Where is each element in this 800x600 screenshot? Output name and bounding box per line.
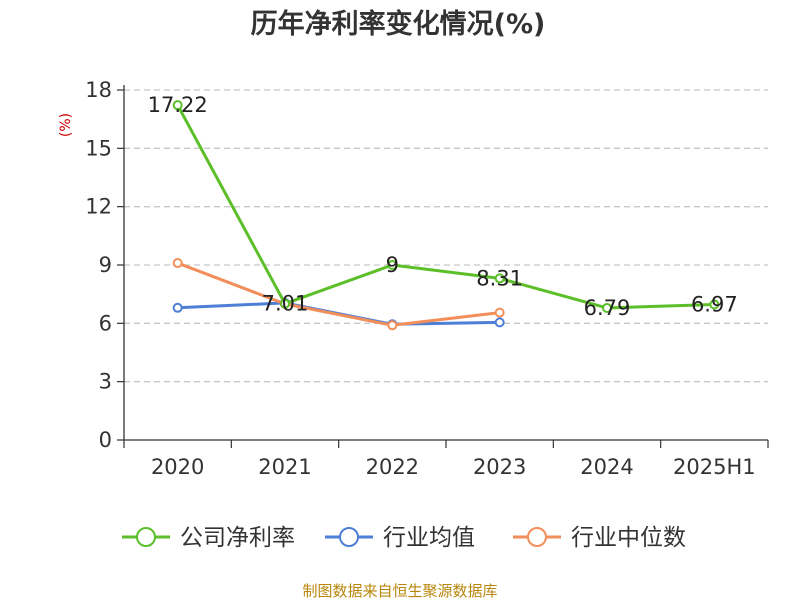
y-axis-ticks: 0 3 6 9 12 15 18 <box>85 78 124 452</box>
data-label: 6.79 <box>584 296 631 320</box>
x-tick-label: 2025H1 <box>673 455 756 479</box>
data-point <box>387 260 398 270</box>
legend-label: 行业均值 <box>383 525 475 551</box>
source-note: 制图数据来自恒生聚源数据库 <box>302 582 497 600</box>
data-point <box>172 258 183 269</box>
data-point <box>172 302 183 313</box>
y-tick-label: 12 <box>85 195 112 219</box>
data-label: 7.01 <box>262 292 309 316</box>
series-line <box>177 261 500 327</box>
legend: 公司净利率 行业均值 行业中位数 <box>122 525 686 551</box>
x-tick-label: 2022 <box>366 455 419 479</box>
data-label: 17.22 <box>148 93 208 117</box>
grid-lines <box>124 89 768 383</box>
x-tick-label: 2020 <box>151 455 204 479</box>
x-tick-label: 2023 <box>473 455 526 479</box>
series-2 <box>172 258 505 331</box>
x-axis-ticks: 2020 2021 2022 2023 2024 2025H1 <box>123 440 769 479</box>
x-tick-label: 2024 <box>580 455 633 479</box>
data-point <box>494 307 505 318</box>
x-tick-label: 2021 <box>258 455 311 479</box>
data-point <box>602 302 612 313</box>
chart-title: 历年净利率变化情况(%) <box>251 8 546 40</box>
legend-marker <box>527 527 547 547</box>
legend-item-2: 行业中位数 <box>513 525 686 551</box>
data-label: 8.31 <box>476 266 523 290</box>
legend-label: 行业中位数 <box>571 525 686 551</box>
data-label: 6.97 <box>691 292 738 316</box>
data-label: 9 <box>386 253 399 277</box>
legend-marker <box>339 527 359 547</box>
y-tick-label: 15 <box>85 136 112 160</box>
legend-label: 公司净利率 <box>180 525 295 551</box>
axes <box>123 85 768 441</box>
data-point <box>709 299 720 310</box>
legend-item-0: 公司净利率 <box>122 525 295 551</box>
series-layer <box>172 100 720 331</box>
legend-item-1: 行业均值 <box>325 525 475 551</box>
y-tick-label: 3 <box>99 370 112 394</box>
legend-marker <box>136 527 156 547</box>
series-0 <box>172 100 720 313</box>
data-point <box>494 273 505 284</box>
data-point <box>172 100 183 111</box>
y-tick-label: 9 <box>99 253 112 277</box>
data-point <box>280 298 290 309</box>
data-point <box>494 317 505 328</box>
y-tick-label: 6 <box>99 311 112 335</box>
y-tick-label: 18 <box>85 78 112 102</box>
series-line <box>176 104 715 310</box>
data-labels: 17.22 7.01 9 8.31 6.79 6.97 <box>148 93 738 320</box>
y-tick-label: 0 <box>99 428 112 452</box>
data-point <box>387 320 398 331</box>
y-axis-label: (%) <box>58 113 74 137</box>
